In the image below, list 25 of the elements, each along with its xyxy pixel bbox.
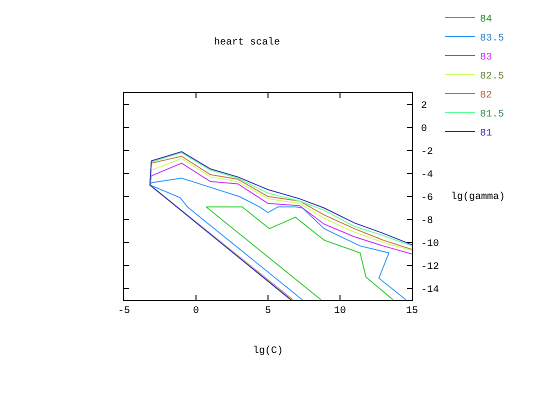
y-tick-label: -14 — [421, 285, 440, 296]
chart-title: heart scale — [214, 36, 280, 48]
legend-label: 82 — [480, 90, 492, 102]
line-series — [206, 206, 394, 300]
y-tick-label: 0 — [421, 124, 428, 135]
y-tick-label: -4 — [421, 170, 434, 181]
legend-label: 81.5 — [480, 109, 504, 120]
x-tick-label: 0 — [192, 306, 200, 317]
y-tick-label: -12 — [421, 262, 440, 273]
y-tick-label: -2 — [421, 147, 434, 158]
y-tick-label: -8 — [421, 216, 434, 227]
x-tick-label: 10 — [334, 306, 346, 317]
legend-label: 81 — [480, 128, 492, 140]
x-tick-label: -5 — [118, 306, 130, 317]
y-tick-label: -10 — [421, 239, 440, 250]
legend-label: 83.5 — [480, 33, 504, 44]
legend-label: 83 — [480, 52, 492, 64]
x-axis-title: lg(C) — [253, 345, 284, 357]
x-tick-label: 5 — [264, 306, 272, 317]
y-tick-label: 2 — [421, 101, 428, 112]
legend-label: 84 — [480, 14, 492, 26]
y-axis-title: lg(gamma) — [451, 191, 506, 203]
y-tick-label: -6 — [421, 193, 434, 204]
x-tick-label: 15 — [406, 306, 418, 317]
legend-label: 82.5 — [480, 71, 504, 82]
